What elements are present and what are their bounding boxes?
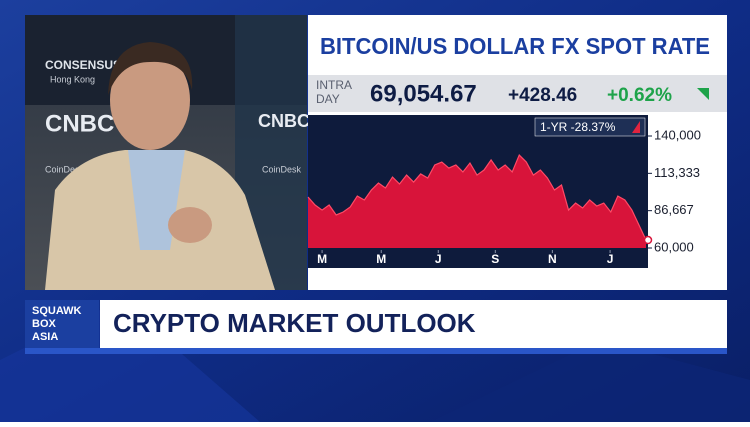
chart-title: BITCOIN/US DOLLAR FX SPOT RATE — [320, 33, 710, 59]
show-badge — [25, 300, 99, 348]
badge-triangle — [632, 121, 640, 133]
video-logo: CoinDesk — [45, 164, 85, 174]
last-point — [643, 235, 653, 245]
y-tick-label: 140,000 — [654, 127, 701, 142]
x-tick-label: J — [435, 252, 442, 266]
y-tick-label: 113,333 — [654, 165, 700, 180]
video-logo: CNBC — [45, 110, 114, 137]
y-tick-label: 60,000 — [654, 239, 694, 254]
headline-bar — [100, 300, 727, 348]
quote-bar — [308, 75, 727, 112]
x-tick-label: S — [491, 252, 499, 266]
price-line — [307, 153, 647, 241]
y-tick-label: 86,667 — [654, 202, 694, 217]
quote-price: 69,054.67 — [370, 80, 477, 107]
x-tick-label: N — [548, 252, 557, 266]
guest-hair — [108, 42, 193, 95]
video-logo: Hong Kong — [50, 74, 95, 84]
headline-strip — [25, 348, 727, 354]
quote-change-pct: +0.62% — [607, 85, 672, 106]
area-fill — [308, 155, 646, 248]
quote-label: INTRA — [316, 78, 352, 92]
x-tick-label: J — [607, 252, 614, 266]
headline: CRYPTO MARKET OUTLOOK — [113, 308, 476, 338]
show-name: ASIA — [32, 331, 58, 343]
x-tick-label: M — [376, 252, 386, 266]
up-arrow — [697, 88, 709, 100]
show-name: BOX — [32, 318, 57, 330]
badge-box — [534, 117, 646, 137]
quote-label: DAY — [316, 92, 340, 106]
guest-head — [110, 50, 190, 150]
plot: 140,000 113,333 86,667 60,000 M M J S N J — [307, 127, 701, 266]
video-logo: CNBC — [258, 111, 310, 131]
video-logo: CONSENSUS — [45, 58, 121, 72]
bg-shape — [430, 340, 750, 422]
guest-hand — [168, 207, 212, 243]
video-logo: CoinDesk — [262, 164, 302, 174]
x-tick-label: M — [317, 252, 327, 266]
quote-change: +428.46 — [508, 85, 577, 106]
chart-badge: 1-YR -28.37% — [540, 120, 616, 134]
show-name: SQUAWK — [32, 305, 82, 317]
